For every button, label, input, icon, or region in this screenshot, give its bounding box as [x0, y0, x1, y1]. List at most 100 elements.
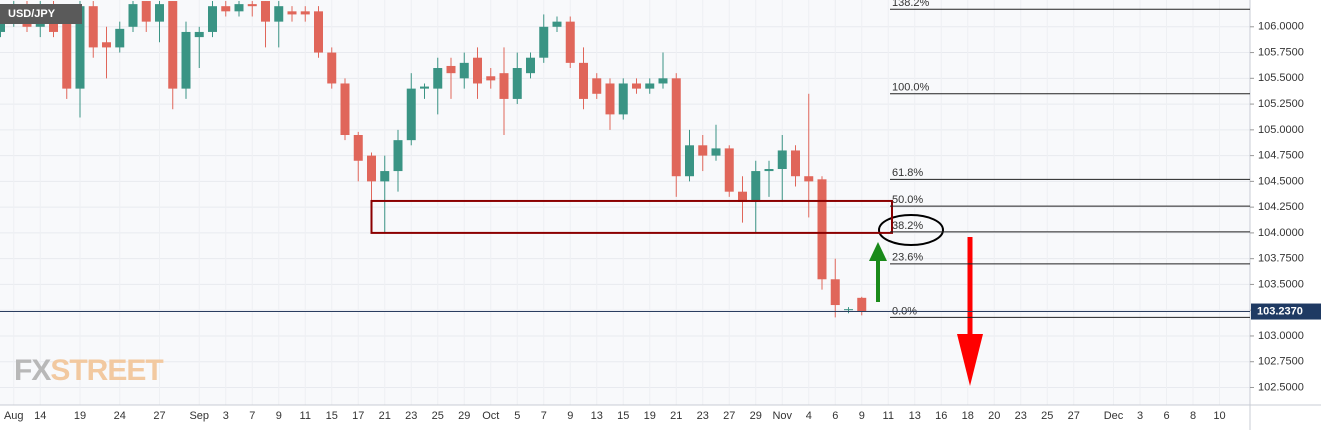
candle-body — [711, 148, 721, 156]
x-tick-label: Oct — [482, 410, 499, 422]
candle-body — [314, 11, 323, 53]
fib-label: 138.2% — [892, 0, 930, 9]
fib-label: 61.8% — [892, 167, 923, 179]
candle-body — [393, 140, 403, 172]
fib-label: 50.0% — [892, 194, 923, 206]
watermark-street: STREET — [50, 354, 163, 387]
symbol-label: USD/JPY — [8, 8, 56, 20]
candle-body — [208, 6, 217, 32]
candle-body — [473, 57, 482, 84]
candle-body — [486, 76, 496, 81]
candle-body — [459, 62, 469, 79]
candle-body — [62, 16, 72, 89]
candle-body — [579, 62, 588, 99]
x-tick-label: 23 — [1015, 410, 1027, 422]
x-tick-label: 27 — [723, 410, 735, 422]
candle-body — [844, 309, 853, 311]
candle-body — [446, 65, 456, 74]
candle-body — [592, 78, 602, 94]
candle-body — [764, 169, 774, 172]
candle-body — [698, 145, 708, 156]
candle-body — [406, 88, 416, 141]
candle-body — [565, 21, 575, 63]
y-tick-label: 102.7500 — [1258, 356, 1304, 368]
x-tick-label: 27 — [153, 410, 165, 422]
x-tick-label: 19 — [74, 410, 86, 422]
y-tick-label: 104.5000 — [1258, 175, 1304, 187]
y-tick-label: 105.2500 — [1258, 98, 1304, 110]
x-tick-label: 8 — [1190, 410, 1196, 422]
x-tick-label: Dec — [1104, 410, 1124, 422]
x-tick-label: 24 — [114, 410, 126, 422]
x-tick-label: 3 — [223, 410, 229, 422]
candle-body — [512, 68, 522, 99]
candle-body — [367, 155, 376, 182]
x-tick-label: Aug — [4, 410, 24, 422]
x-tick-label: 13 — [909, 410, 921, 422]
x-tick-label: 29 — [458, 410, 470, 422]
candle-body — [141, 1, 151, 22]
last-price-label: 103.2370 — [1257, 305, 1303, 317]
x-tick-label: 25 — [1041, 410, 1053, 422]
candle-body — [234, 4, 244, 12]
support-zone — [370, 199, 893, 234]
fib-label: 23.6% — [892, 252, 923, 264]
candle-body — [499, 73, 509, 99]
candle-body — [526, 57, 535, 74]
up-arrow-head — [869, 242, 887, 261]
candle-body — [353, 135, 363, 161]
y-tick-label: 102.5000 — [1258, 381, 1304, 393]
x-tick-label: 29 — [750, 410, 762, 422]
y-tick-label: 106.0000 — [1258, 21, 1304, 33]
y-tick-label: 103.0000 — [1258, 330, 1304, 342]
candle-body — [605, 83, 615, 115]
candle-body — [155, 4, 164, 22]
candle-body — [168, 1, 178, 89]
x-tick-label: 27 — [1068, 410, 1080, 422]
y-tick-label: 103.7500 — [1258, 253, 1304, 265]
x-tick-label: Nov — [772, 410, 792, 422]
candle-body — [830, 279, 840, 306]
candle-body — [128, 4, 138, 27]
candle-body — [75, 6, 85, 89]
candle-body — [751, 171, 761, 202]
candle-body — [433, 68, 443, 89]
x-tick-label: 21 — [670, 410, 682, 422]
y-tick-label: 105.7500 — [1258, 46, 1304, 58]
x-tick-label: 19 — [644, 410, 656, 422]
candle-body — [247, 4, 257, 7]
candle-body — [738, 191, 747, 202]
candle-body — [857, 297, 867, 312]
candle-body — [539, 26, 549, 58]
x-tick-label: 7 — [249, 410, 255, 422]
x-tick-label: 3 — [1137, 410, 1143, 422]
candle-body — [791, 150, 800, 177]
x-tick-label: Sep — [189, 410, 209, 422]
y-tick-label: 105.0000 — [1258, 124, 1304, 136]
candle-body — [181, 31, 191, 89]
x-tick-label: 9 — [276, 410, 282, 422]
candle-body — [658, 78, 668, 84]
x-tick-label: 14 — [34, 410, 46, 422]
x-tick-label: 21 — [379, 410, 391, 422]
x-tick-label: 10 — [1213, 410, 1225, 422]
y-tick-label: 105.5000 — [1258, 72, 1304, 84]
candle-body — [88, 6, 98, 48]
fib-label: 38.2% — [892, 220, 923, 232]
x-tick-label: 11 — [300, 410, 311, 422]
candle-body — [777, 150, 787, 170]
candle-body — [804, 176, 814, 182]
candle-body — [380, 171, 390, 182]
x-tick-label: 23 — [697, 410, 709, 422]
symbol-box — [0, 4, 82, 24]
y-tick-label: 103.5000 — [1258, 278, 1304, 290]
candle-body — [327, 52, 337, 84]
y-tick-label: 104.2500 — [1258, 201, 1304, 213]
candle-body — [685, 145, 694, 177]
candle-body — [194, 31, 204, 38]
watermark: FXSTREET — [14, 354, 163, 387]
fib-label: 100.0% — [892, 82, 930, 94]
candle-body — [618, 83, 628, 115]
candle-body — [724, 148, 734, 192]
candle-body — [671, 78, 681, 177]
